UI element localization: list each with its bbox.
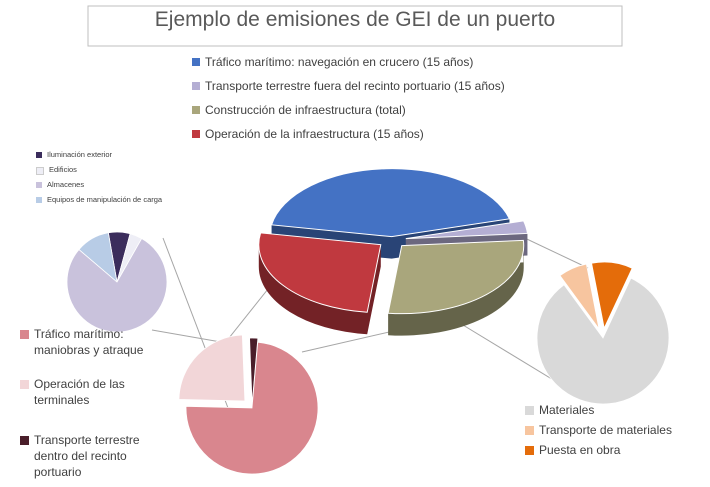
legend-label: Iluminación exterior [47,150,113,159]
legend-swatch [36,197,42,204]
legend-label: Tráfico marítimo: maniobras y atraque [34,327,144,358]
slice [185,341,319,475]
slice [559,263,600,330]
legend-label: Transporte de materiales [539,423,672,437]
legend-item: Transporte terrestre dentro del recinto … [20,432,170,481]
legend-label: Transporte terrestre dentro del recinto … [34,433,140,480]
legend-item: Iluminación exterior [36,150,236,160]
legend-label: Tráfico marítimo: navegación en crucero … [205,55,474,69]
legend-label: Equipos de manipulación de carga [47,195,163,204]
legend-swatch [525,405,534,415]
slice [178,334,246,402]
legend-swatch [20,435,29,445]
legend-swatch [192,82,200,91]
legend-item: Construcción de infraestructura (total) [192,102,612,118]
legend-swatch [192,58,200,67]
title-box [87,5,623,47]
legend-item: Puesta en obra [525,442,710,458]
legend-swatch [20,379,29,389]
legend-swatch [525,445,534,455]
legend-swatch [36,152,42,159]
legend-swatch [192,106,200,115]
legend-label: Puesta en obra [539,443,621,457]
legend-label: Transporte terrestre fuera del recinto p… [205,79,505,93]
slice [270,168,511,238]
legend-item: Tráfico marítimo: navegación en crucero … [192,54,612,70]
legend-item: Transporte terrestre fuera del recinto p… [192,78,612,94]
legend-item: Transporte de materiales [525,422,710,438]
legend-item: Tráfico marítimo: maniobras y atraque [20,326,170,358]
slice [591,261,633,330]
slice [536,277,670,405]
legend-label: Almacenes [47,180,85,189]
legend-label: Edificios [49,165,77,174]
legend-label: Operación de la infraestructura (15 años… [205,127,424,141]
slice [405,220,529,240]
legend-item: Materiales [525,402,710,418]
slice [66,237,168,333]
legend-label: Operación de las terminales [34,377,125,408]
legend-item: Edificios [36,165,236,176]
slice [387,239,525,315]
legend-item: Equipos de manipulación de carga [36,195,236,205]
legend-item: Almacenes [36,180,236,190]
legend-swatch [36,167,44,176]
legend-swatch [192,130,200,139]
slice [249,337,259,405]
legend-label: Construcción de infraestructura (total) [205,103,406,117]
slice [258,232,382,313]
legend-item: Operación de la infraestructura (15 años… [192,126,612,142]
legend-swatch [36,182,42,189]
legend-item: Operación de las terminales [20,376,170,408]
legend-swatch [525,425,534,435]
legend-label: Materiales [539,403,595,417]
legend-swatch [20,329,29,339]
chart-title: Ejemplo de emisiones de GEI de un puerto [154,8,556,31]
